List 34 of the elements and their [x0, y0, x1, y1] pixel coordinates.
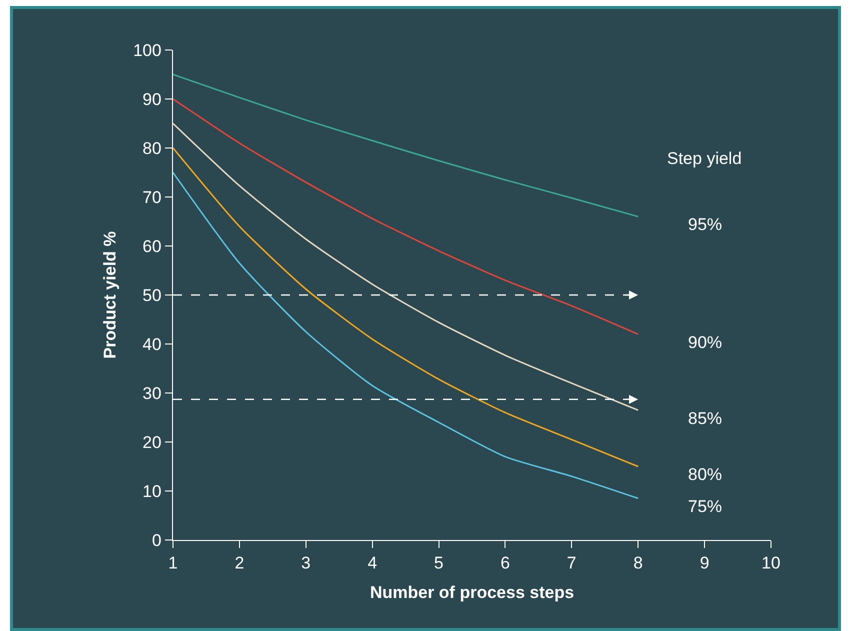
text: 95%: [688, 215, 722, 234]
x-tick-label: 8: [633, 554, 643, 573]
y-tick-label: 20: [142, 432, 162, 452]
y-tick-label: 100: [133, 40, 162, 60]
x-tick-label: 7: [566, 554, 576, 573]
legend-title: Step yield: [667, 149, 742, 168]
y-tick-label: 60: [142, 236, 162, 256]
y-tick-label: 90: [142, 90, 162, 109]
x-tick-label: 10: [762, 554, 780, 573]
line-series: [173, 147, 639, 468]
x-tick-label: 1: [168, 554, 178, 573]
y-tick-label: 10: [142, 482, 162, 501]
y-tick-label: 70: [142, 188, 162, 207]
x-tick-label: 3: [301, 554, 311, 573]
x-tick-label: 6: [500, 554, 510, 573]
text: 75%: [688, 497, 722, 516]
x-axis-title: Number of process steps: [370, 582, 574, 602]
text: 80%: [688, 465, 722, 484]
y-axis-title: Product yield %: [100, 231, 120, 359]
text: 90%: [688, 333, 722, 352]
x-tick-label: 2: [234, 554, 244, 573]
x-tick-label: 4: [368, 554, 378, 573]
y-tick-label: 0: [152, 530, 162, 550]
line-series: [173, 74, 639, 218]
text: 85%: [688, 409, 722, 428]
x-tick-label: 9: [700, 554, 710, 573]
line-series: [173, 172, 639, 500]
x-tick-label: 5: [434, 554, 444, 573]
line-series: [173, 122, 639, 411]
y-tick-label: 30: [142, 384, 162, 403]
y-tick-label: 50: [142, 286, 162, 305]
y-tick-label: 40: [142, 334, 162, 354]
y-tick-label: 80: [142, 138, 162, 158]
line-series: [173, 98, 639, 335]
